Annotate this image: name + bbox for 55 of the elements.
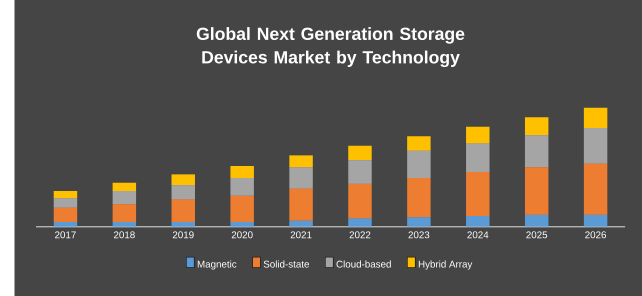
bar	[584, 214, 608, 227]
bar	[466, 126, 490, 144]
bar	[524, 135, 548, 168]
bar	[230, 196, 254, 222]
bar	[524, 167, 548, 215]
bar	[524, 117, 548, 136]
bar	[172, 222, 195, 227]
bar	[230, 166, 254, 178]
bar	[584, 164, 608, 215]
bar	[348, 146, 372, 160]
bar	[54, 190, 78, 198]
x-tick-label: 2023	[408, 231, 430, 238]
bar	[348, 184, 372, 218]
bar	[289, 155, 313, 168]
x-tick-label: 2025	[526, 231, 548, 238]
x-tick-label: 2026	[585, 231, 606, 238]
legend-label: Solid-state	[264, 260, 310, 268]
x-tick-label: 2024	[467, 231, 488, 238]
bar	[584, 108, 608, 128]
bar	[112, 204, 136, 222]
bar	[54, 198, 78, 208]
bar	[172, 174, 195, 186]
bar	[172, 185, 195, 200]
bar	[407, 150, 431, 178]
bar	[407, 217, 431, 227]
bar	[289, 167, 313, 189]
bar	[289, 220, 313, 227]
bar	[348, 160, 372, 184]
bar	[230, 222, 254, 227]
x-tick-label: 2021	[290, 231, 312, 238]
bar	[112, 222, 136, 227]
legend-label: Hybrid Array	[418, 260, 472, 270]
chart-title: Global Next Generation Storage Devices Market by Technology	[196, 27, 464, 67]
bar	[289, 188, 313, 221]
bar	[407, 178, 431, 218]
x-tick-label: 2022	[350, 231, 370, 238]
x-tick-label: 2019	[172, 231, 194, 238]
x-tick-label: 2018	[114, 231, 135, 238]
legend-label: Magnetic	[198, 260, 236, 270]
bar	[348, 218, 372, 227]
bar	[524, 214, 548, 227]
bar	[230, 178, 254, 196]
bar	[112, 190, 136, 204]
bar	[407, 136, 431, 150]
x-tick-label: 2017	[55, 231, 76, 238]
legend-label: Cloud-based	[336, 260, 391, 268]
bar	[54, 222, 78, 227]
bar	[172, 199, 195, 222]
bar	[112, 182, 136, 191]
bar	[466, 143, 490, 172]
x-tick-label: 2020	[232, 231, 253, 238]
bar	[54, 208, 78, 222]
bar	[584, 128, 608, 164]
bar	[466, 172, 490, 216]
bar	[466, 216, 490, 227]
